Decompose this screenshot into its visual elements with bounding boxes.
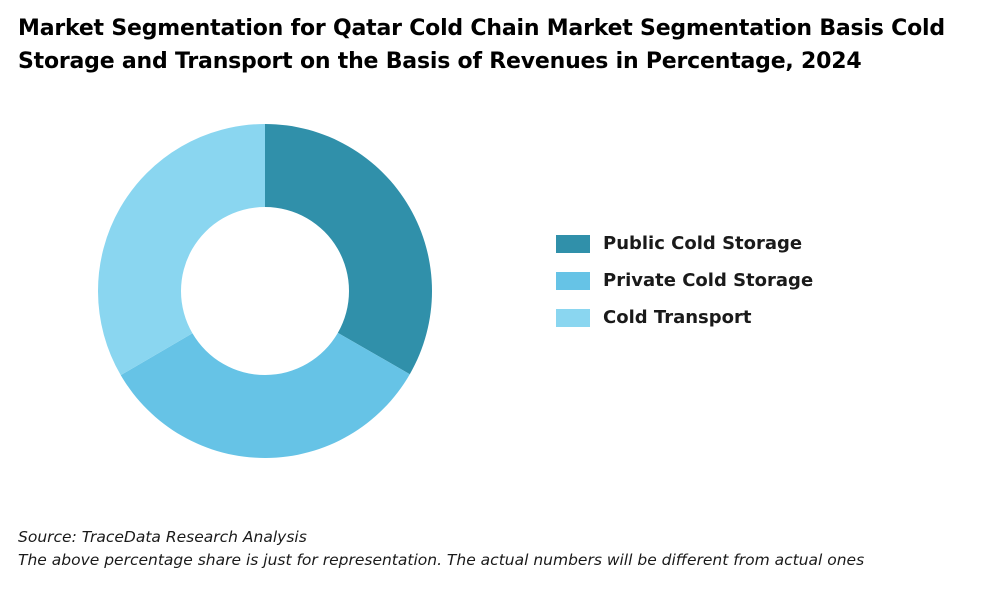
donut-slice-cold-transport [97,123,265,376]
legend-item-private-cold-storage: Private Cold Storage [556,262,813,299]
donut-slice-private-cold-storage [120,332,410,458]
legend-swatch [556,308,590,327]
source-note: Source: TraceData Research Analysis [18,528,307,546]
legend-label: Private Cold Storage [603,270,814,291]
chart-legend: Public Cold Storage Private Cold Storage C… [556,225,813,336]
legend-label: Public Cold Storage [603,233,803,254]
disclaimer-note: The above percentage share is just for r… [18,551,865,569]
legend-swatch [556,234,590,253]
legend-item-cold-transport: Cold Transport [556,299,813,336]
legend-label: Cold Transport [603,307,752,328]
donut-slice-public-cold-storage [265,124,432,375]
legend-swatch [556,271,590,290]
legend-item-public-cold-storage: Public Cold Storage [556,225,813,262]
chart-title: Market Segmentation for Qatar Cold Chain… [18,16,945,74]
